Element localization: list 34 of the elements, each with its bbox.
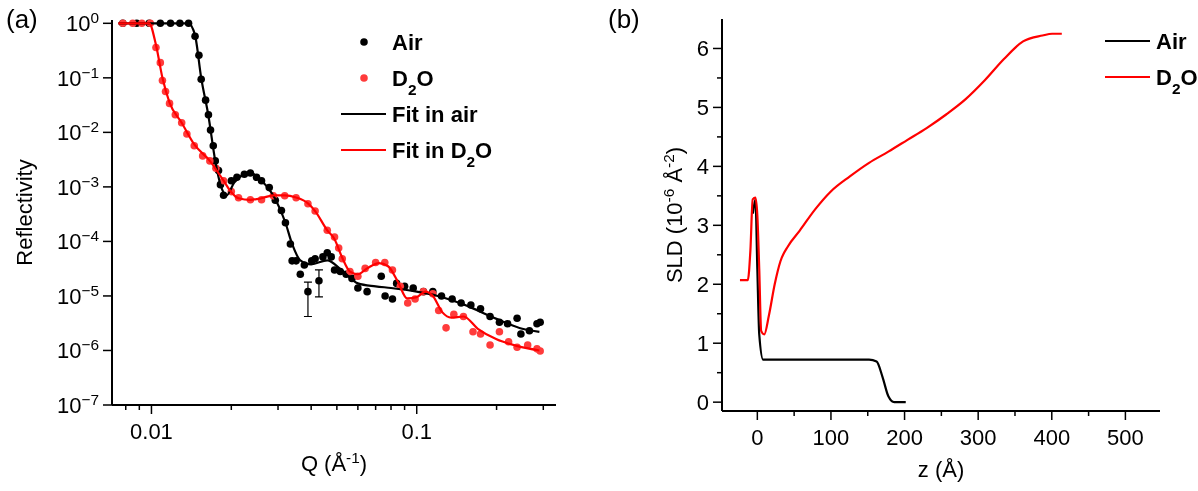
- x-tick-label: 100: [812, 425, 850, 450]
- legend-label: Fit in air: [392, 102, 478, 127]
- y-tick-label: 6: [696, 36, 709, 62]
- legend-label: D$_{2}$O: [1156, 65, 1198, 97]
- y-axis-title: Reflectivity: [12, 159, 37, 266]
- legend-label: Fit in D$_{2}$O: [392, 138, 493, 170]
- x-tick-label: 400: [1033, 425, 1071, 450]
- y-tick-label: 4: [696, 154, 709, 180]
- y-tick-label: 5: [696, 95, 709, 121]
- legend-label: Air: [392, 30, 423, 55]
- x-tick-label: 0: [751, 425, 764, 450]
- y-tick-label: 10$^{−2}$: [56, 117, 99, 146]
- y-tick-label: 0: [696, 390, 709, 416]
- y-tick-label: 10$^{−4}$: [56, 226, 100, 255]
- chart-title: (b): [608, 4, 640, 34]
- x-tick-label: 0.1: [401, 419, 433, 444]
- y-tick-label: 10$^{0}$: [65, 8, 99, 37]
- y-tick-label: 10$^{−6}$: [56, 335, 99, 364]
- x-tick-label: 0.01: [130, 419, 173, 444]
- y-tick-label: 2: [696, 272, 709, 298]
- y-tick-label: 10$^{−7}$: [56, 390, 99, 418]
- x-tick-label: 200: [886, 425, 923, 450]
- y-tick-label: 3: [696, 213, 709, 239]
- x-tick-label: 300: [959, 425, 997, 450]
- y-tick-label: 1: [696, 331, 709, 357]
- y-tick-label: 10$^{−1}$: [56, 63, 99, 91]
- legend-label: Air: [1156, 29, 1187, 54]
- x-axis-title: z (Å): [917, 457, 965, 482]
- chart-title: (a): [6, 4, 38, 34]
- legend-label: D$_{2}$O: [392, 66, 434, 98]
- y-tick-label: 10$^{−5}$: [56, 281, 99, 309]
- x-tick-label: 500: [1107, 425, 1144, 450]
- x-axis-title: Q (Å$^{-1}$): [300, 448, 368, 476]
- y-tick-label: 10$^{−3}$: [56, 172, 99, 200]
